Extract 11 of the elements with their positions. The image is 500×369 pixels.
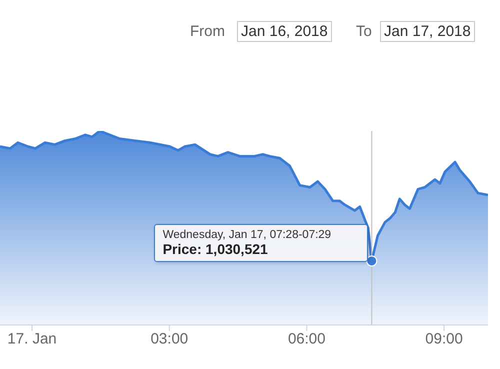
- tooltip-box: Wednesday, Jan 17, 07:28-07:29 Price: 1,030,521: [154, 224, 368, 262]
- date-field: Jan 17, 2018: [380, 21, 475, 42]
- text: From: [190, 23, 225, 40]
- x-tick-label: 03:00: [150, 330, 188, 348]
- annotation: Price: 1,030,521: [162, 240, 269, 257]
- x-tick-label: 17. Jan: [7, 330, 57, 348]
- annotation: Wednesday, Jan 17, 07:28-07:29: [162, 228, 332, 241]
- x-tick-label: 09:00: [425, 330, 463, 348]
- date-field: Jan 16, 2018: [237, 21, 332, 42]
- text: To: [356, 23, 372, 40]
- x-tick-label: 06:00: [288, 330, 326, 348]
